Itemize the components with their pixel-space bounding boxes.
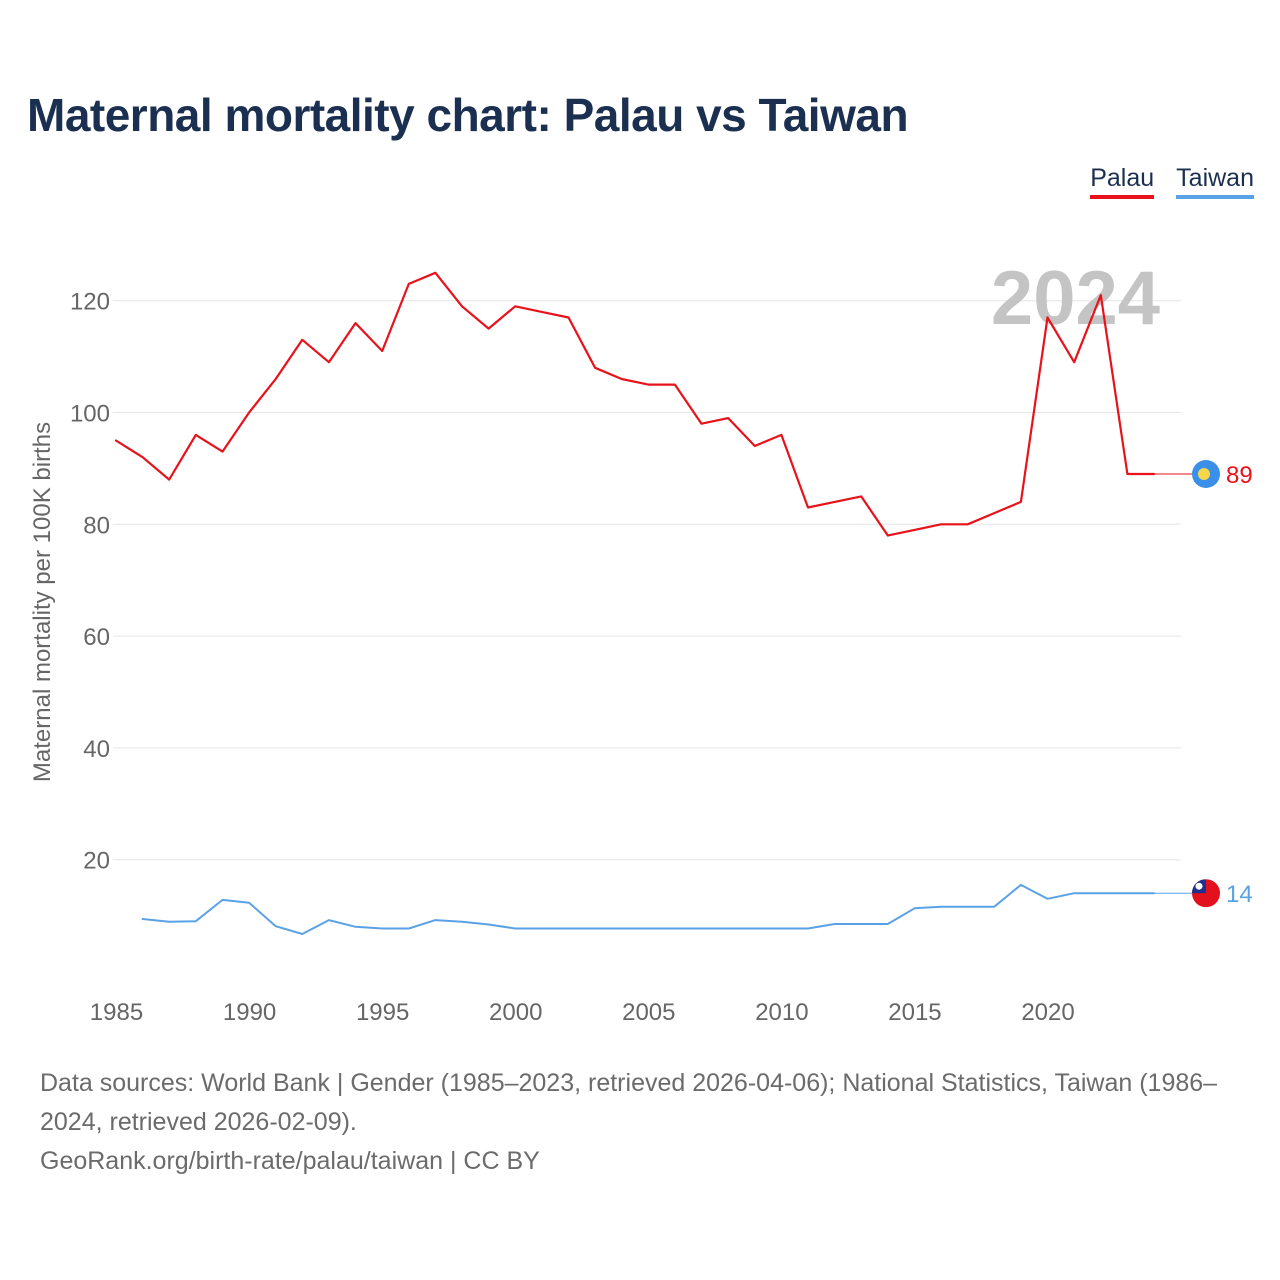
legend-item-palau[interactable]: Palau [1090,164,1155,199]
x-tick-label-1985: 1985 [90,999,143,1026]
x-tick-label-2005: 2005 [622,999,675,1026]
data-sources: Data sources: World Bank | Gender (1985–… [40,1069,1218,1136]
legend-item-taiwan[interactable]: Taiwan [1176,164,1254,199]
x-tick-label-1990: 1990 [223,999,276,1026]
taiwan-flag-icon [1192,879,1220,908]
end-value-label-taiwan: 14 [1226,881,1253,908]
palau-flag-disc [1198,468,1210,480]
x-tick-label-2010: 2010 [755,999,808,1026]
y-tick-label-80: 80 [83,512,110,539]
y-tick-label-120: 120 [70,289,110,316]
x-tick-label-2020: 2020 [1021,999,1074,1026]
footer: Data sources: World Bank | Gender (1985–… [40,1064,1220,1181]
x-tick-label-1995: 1995 [356,999,409,1026]
y-tick-label-60: 60 [83,624,110,651]
y-tick-label-100: 100 [70,401,110,428]
series-line-palau [114,271,1156,537]
x-tick-label-2015: 2015 [888,999,941,1026]
palau-flag-icon [1192,460,1220,488]
y-tick-label-40: 40 [83,736,110,763]
x-tick-label-2000: 2000 [489,999,542,1026]
y-axis-title: Maternal mortality per 100K births [29,422,56,782]
year-watermark: 2024 [991,256,1160,341]
taiwan-flag-body [1192,879,1220,908]
line-chart: 20 40 60 80 100 120 1985 1990 1995 2000 2005 2010 20… [29,256,1253,1026]
end-value-label-palau: 89 [1226,462,1253,489]
taiwan-flag-sun [1195,882,1203,890]
y-tick-label-20: 20 [83,848,110,875]
chart-title: Maternal mortality chart: Palau vs Taiwa… [27,89,909,141]
series-line-taiwan [141,883,1155,935]
credit-link[interactable]: GeoRank.org/birth-rate/palau/taiwan | CC… [40,1147,540,1175]
legend: Palau Taiwan [1090,164,1254,199]
